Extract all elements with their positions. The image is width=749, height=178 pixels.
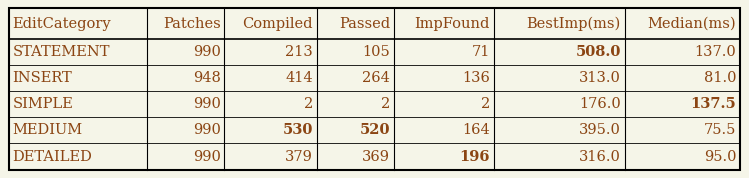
Text: 137.0: 137.0 [694,45,736,59]
Text: 379: 379 [285,150,313,164]
Text: 2: 2 [380,97,390,111]
Text: 414: 414 [285,71,313,85]
Text: INSERT: INSERT [13,71,73,85]
Text: 196: 196 [460,150,490,164]
Text: 213: 213 [285,45,313,59]
Text: BestImp(ms): BestImp(ms) [527,16,621,31]
Text: 530: 530 [282,123,313,137]
Text: SIMPLE: SIMPLE [13,97,73,111]
Text: 395.0: 395.0 [579,123,621,137]
Text: Median(ms): Median(ms) [648,17,736,31]
Text: ImpFound: ImpFound [415,17,490,31]
Text: 136: 136 [462,71,490,85]
Text: 95.0: 95.0 [704,150,736,164]
Text: Passed: Passed [339,17,390,31]
Text: MEDIUM: MEDIUM [13,123,82,137]
Text: 176.0: 176.0 [579,97,621,111]
Text: 508.0: 508.0 [575,45,621,59]
Text: 990: 990 [192,150,221,164]
Text: 137.5: 137.5 [691,97,736,111]
Text: 990: 990 [192,97,221,111]
Text: EditCategory: EditCategory [13,17,111,31]
Text: 316.0: 316.0 [579,150,621,164]
Text: 990: 990 [192,123,221,137]
Text: 71: 71 [472,45,490,59]
Text: Patches: Patches [163,17,221,31]
Text: 164: 164 [462,123,490,137]
Text: 264: 264 [362,71,390,85]
Text: 313.0: 313.0 [579,71,621,85]
Text: 105: 105 [363,45,390,59]
Text: DETAILED: DETAILED [13,150,92,164]
Text: 948: 948 [192,71,221,85]
Text: Compiled: Compiled [243,17,313,31]
Text: 520: 520 [360,123,390,137]
Text: 2: 2 [304,97,313,111]
Text: 2: 2 [481,97,490,111]
Text: 369: 369 [362,150,390,164]
Text: 81.0: 81.0 [704,71,736,85]
Text: STATEMENT: STATEMENT [13,45,110,59]
Text: 990: 990 [192,45,221,59]
Text: 75.5: 75.5 [704,123,736,137]
